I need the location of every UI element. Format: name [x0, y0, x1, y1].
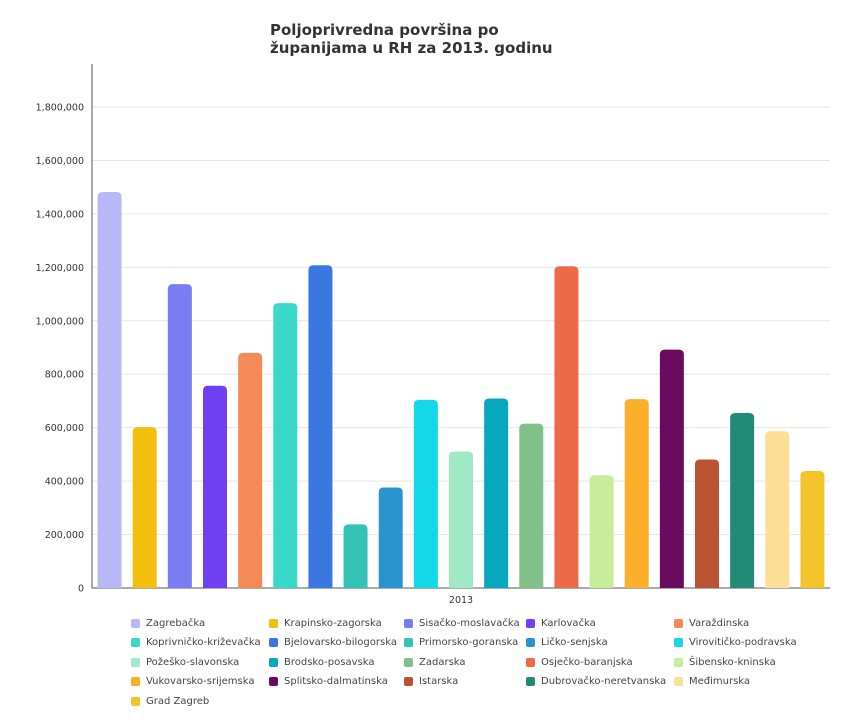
legend-item[interactable]: Požeško-slavonska — [131, 655, 239, 669]
legend-label: Dubrovačko-neretvanska — [541, 676, 667, 688]
bar-7[interactable] — [308, 265, 333, 588]
legend-item[interactable]: Karlovačka — [526, 616, 596, 630]
bar-3[interactable] — [167, 284, 192, 588]
legend-item[interactable]: Krapinsko-zagorska — [269, 616, 382, 630]
legend-label: Virovitičko-podravska — [689, 637, 797, 649]
legend-swatch — [131, 638, 140, 648]
legend-label: Splitsko-dalmatinska — [284, 676, 388, 688]
legend-item[interactable]: Zadarska — [404, 655, 466, 669]
legend-swatch — [269, 657, 278, 667]
legend-label: Bjelovarsko-bilogorska — [284, 637, 397, 649]
legend-swatch — [404, 657, 413, 667]
legend-swatch — [526, 618, 535, 628]
legend-label: Primorsko-goranska — [419, 637, 519, 649]
bar-2[interactable] — [132, 427, 157, 588]
legend-label: Karlovačka — [541, 617, 596, 629]
legend-label: Zadarska — [419, 656, 466, 668]
legend-item[interactable]: Primorsko-goranska — [404, 636, 518, 650]
bar-16[interactable] — [624, 399, 649, 588]
legend-label: Krapinsko-zagorska — [284, 617, 382, 629]
legend-swatch — [674, 677, 683, 687]
legend-swatch — [131, 657, 140, 667]
legend-swatch — [674, 638, 683, 648]
legend-item[interactable]: Grad Zagreb — [131, 694, 209, 708]
legend-item[interactable]: Međimurska — [674, 675, 750, 689]
legend-item[interactable]: Bjelovarsko-bilogorska — [269, 636, 397, 650]
legend-label: Zagrebačka — [146, 617, 206, 629]
bar-10[interactable] — [413, 399, 438, 588]
legend-swatch — [269, 618, 278, 628]
y-tick-label: 800,000 — [45, 370, 84, 381]
y-tick-label: 600,000 — [45, 423, 84, 434]
bar-9[interactable] — [378, 487, 403, 588]
legend-item[interactable]: Dubrovačko-neretvanska — [526, 675, 666, 689]
legend-swatch — [526, 638, 535, 648]
bar-21[interactable] — [800, 470, 825, 588]
bar-17[interactable] — [659, 349, 684, 588]
bar-12[interactable] — [484, 398, 509, 588]
chart-title: Poljoprivredna površina po županijama u … — [270, 21, 553, 57]
legend-swatch — [404, 618, 413, 628]
legend-item[interactable]: Splitsko-dalmatinska — [269, 675, 388, 689]
bar-14[interactable] — [554, 266, 579, 588]
legend-label: Sisačko-moslavačka — [419, 617, 520, 629]
y-tick-label: 0 — [78, 584, 84, 595]
legend-swatch — [404, 677, 413, 687]
legend-swatch — [526, 677, 535, 687]
bar-18[interactable] — [695, 459, 719, 588]
legend-label: Međimurska — [689, 676, 751, 688]
legend-item[interactable]: Vukovarsko-srijemska — [131, 675, 255, 689]
legend-item[interactable]: Sisačko-moslavačka — [404, 616, 520, 630]
bar-8[interactable] — [343, 524, 368, 588]
legend-swatch — [674, 657, 683, 667]
legend-label: Požeško-slavonska — [146, 656, 240, 668]
legend-label: Šibensko-kninska — [689, 656, 776, 668]
legend-label: Vukovarsko-srijemska — [146, 676, 255, 688]
chart-plot: 0 200,000 400,000 600,000 800,000 1,000,000 1,… — [36, 64, 830, 606]
legend-swatch — [404, 638, 413, 648]
legend-item[interactable]: Zagrebačka — [131, 616, 205, 630]
bar-13[interactable] — [519, 423, 544, 588]
legend-label: Koprivničko-križevačka — [146, 637, 261, 649]
bar-19[interactable] — [730, 412, 755, 588]
legend-label: Istarska — [419, 676, 459, 688]
x-category-label: 2013 — [449, 595, 473, 606]
legend-label: Varaždinska — [689, 617, 750, 629]
y-tick-label: 200,000 — [45, 530, 84, 541]
y-tick-label: 1,400,000 — [36, 209, 84, 220]
legend-label: Brodsko-posavska — [284, 656, 375, 668]
bar-5[interactable] — [238, 352, 263, 588]
legend-label: Grad Zagreb — [146, 695, 210, 707]
y-tick-label: 1,200,000 — [36, 263, 84, 274]
legend-item[interactable]: Istarska — [404, 675, 458, 689]
legend-label: Osječko-baranjska — [541, 656, 633, 668]
legend-item[interactable]: Osječko-baranjska — [526, 655, 633, 669]
legend-item[interactable]: Virovitičko-podravska — [674, 636, 797, 650]
y-tick-label: 1,800,000 — [36, 103, 84, 114]
legend-item[interactable]: Šibensko-kninska — [674, 655, 776, 669]
legend-swatch — [674, 618, 683, 628]
bar-6[interactable] — [273, 303, 298, 588]
legend-swatch — [269, 638, 278, 648]
legend-item[interactable]: Varaždinska — [674, 616, 749, 630]
bar-11[interactable] — [449, 451, 473, 588]
legend-item[interactable]: Brodsko-posavska — [269, 655, 374, 669]
legend-swatch — [131, 677, 140, 687]
legend-swatch — [526, 657, 535, 667]
legend-swatch — [131, 696, 140, 706]
legend-swatch — [269, 677, 278, 687]
legend-item[interactable]: Ličko-senjska — [526, 636, 608, 650]
legend-item[interactable]: Koprivničko-križevačka — [131, 636, 261, 650]
bar-1[interactable] — [97, 191, 122, 588]
legend-swatch — [131, 618, 140, 628]
y-tick-label: 400,000 — [45, 477, 84, 488]
bar-4[interactable] — [203, 385, 227, 588]
y-tick-label: 1,000,000 — [36, 316, 84, 327]
bar-15[interactable] — [589, 475, 614, 588]
bar-20[interactable] — [765, 431, 790, 588]
legend-label: Ličko-senjska — [541, 637, 608, 649]
y-tick-label: 1,600,000 — [36, 156, 84, 167]
